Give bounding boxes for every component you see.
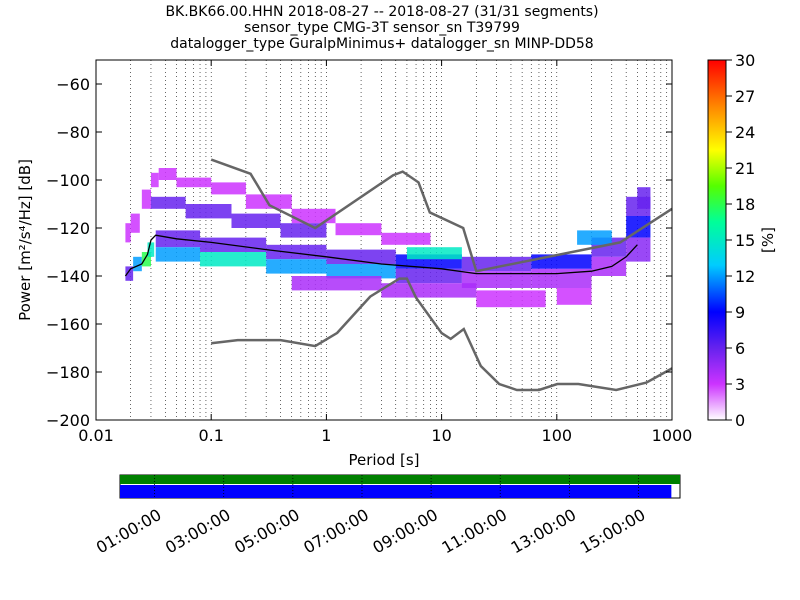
psd-cell	[406, 247, 462, 260]
y-tick-label: −200	[46, 411, 90, 430]
x-tick-label: 0.1	[198, 426, 223, 445]
title-line-3: datalogger_type GuralpMinimus+ datalogge…	[170, 36, 593, 52]
psd-cell	[326, 264, 396, 279]
plot-area: 0.01 0.1 1 10 100 1000 −60 −80 −100 −120 −140 −160…	[46, 59, 692, 445]
psd-cell	[125, 223, 131, 243]
psd-cell	[185, 204, 232, 219]
y-tick-label: −120	[46, 219, 90, 238]
title-line-1: BK.BK66.00.HHN 2018-08-27 -- 2018-08-27 …	[165, 4, 598, 20]
mode-line	[124, 234, 638, 277]
colorbar-tick-label: 9	[735, 303, 745, 322]
timeline-bar-top	[120, 475, 680, 484]
colorbar: 0 3 6 9 12 15 18 21 24 27 30 [%]	[707, 51, 777, 430]
psd-cell	[133, 256, 142, 272]
colorbar-ticks: 0 3 6 9 12 15 18 21 24 27 30	[726, 51, 755, 430]
colorbar-label: [%]	[759, 227, 777, 253]
colorbar-tick-label: 27	[735, 87, 755, 106]
colorbar-tick-label: 3	[735, 375, 745, 394]
colorbar-tick-label: 6	[735, 339, 745, 358]
x-tick-label: 1000	[652, 426, 693, 445]
y-tick-label: −140	[46, 267, 90, 286]
psd-cell	[125, 266, 134, 281]
psd-cell	[637, 187, 651, 209]
colorbar-tick-label: 0	[735, 411, 745, 430]
colorbar-tick-label: 12	[735, 267, 755, 286]
psd-cell	[476, 290, 546, 308]
psd-cell	[626, 216, 651, 238]
timeline-tick-label: 11:00:00	[439, 505, 511, 557]
psd-cell	[381, 283, 477, 298]
x-tick-label: 1	[321, 426, 331, 445]
noise-model-nhnm	[210, 158, 673, 273]
title-line-2: sensor_type CMG-3T sensor_sn T39799	[244, 20, 520, 36]
psd-cell	[626, 237, 651, 262]
psd-cell	[141, 252, 151, 267]
x-tick-label: 0.01	[78, 426, 114, 445]
chart-title: BK.BK66.00.HHN 2018-08-27 -- 2018-08-27 …	[165, 4, 598, 52]
timeline-tick-label: 15:00:00	[577, 505, 649, 557]
psd-cell	[461, 256, 532, 272]
x-tick-label: 10	[431, 426, 451, 445]
coverage-timeline: 01:00:0003:00:0005:00:0007:00:0009:00:00…	[93, 474, 681, 557]
timeline-tick-label: 09:00:00	[369, 505, 441, 557]
y-axis-ticks: −60 −80 −100 −120 −140 −160 −180 −200	[46, 75, 672, 430]
psd-cell	[150, 172, 159, 188]
y-tick-label: −180	[46, 363, 90, 382]
y-tick-label: −160	[46, 315, 90, 334]
colorbar-tick-label: 18	[735, 195, 755, 214]
psd-cell	[231, 213, 281, 228]
y-tick-label: −100	[46, 171, 90, 190]
timeline-bars	[120, 475, 680, 498]
psd-cell	[381, 232, 431, 245]
colorbar-gradient	[707, 59, 727, 421]
noise-model-nlnm	[211, 277, 673, 392]
psd-cell	[591, 256, 627, 276]
psd-cell	[461, 271, 532, 288]
timeline-tick-label: 13:00:00	[508, 505, 580, 557]
y-axis-label: Power [m²/s⁴/Hz] [dB]	[16, 159, 34, 321]
psd-cell	[291, 208, 336, 224]
psd-cell	[130, 213, 140, 233]
psd-cell	[556, 288, 592, 305]
noise-model-lines	[124, 158, 673, 392]
psd-cell	[150, 196, 186, 209]
psd-cell	[200, 252, 267, 267]
psd-cell	[266, 259, 327, 274]
psd-cell	[577, 230, 612, 245]
psd-cell	[155, 247, 201, 262]
x-axis-label: Period [s]	[348, 451, 419, 469]
psd-cell	[291, 276, 382, 291]
psd-cell	[335, 223, 382, 236]
plot-frame	[95, 59, 673, 421]
psd-cell	[326, 249, 396, 264]
timeline-tick-label: 05:00:00	[231, 505, 303, 557]
psd-cell	[211, 182, 246, 195]
psd-cell	[245, 194, 292, 209]
psd-cell	[141, 189, 151, 209]
y-tick-label: −80	[56, 123, 90, 142]
x-tick-label: 100	[542, 426, 573, 445]
psd-cell	[176, 177, 212, 188]
colorbar-tick-label: 24	[735, 123, 755, 142]
colorbar-tick-label: 15	[735, 231, 755, 250]
colorbar-tick-label: 30	[735, 51, 755, 70]
psd-cell	[266, 244, 327, 260]
psd-cell	[395, 268, 462, 284]
timeline-tick-label: 01:00:00	[93, 505, 165, 557]
psd-cell	[531, 254, 592, 269]
timeline-tick-label: 03:00:00	[162, 505, 234, 557]
colorbar-label-text: [%]	[759, 227, 777, 253]
x-axis-ticks: 0.01 0.1 1 10 100 1000	[78, 60, 692, 445]
y-tick-label: −60	[56, 75, 90, 94]
y-axis-label-text: Power [m²/s⁴/Hz] [dB]	[16, 159, 34, 321]
colorbar-tick-label: 21	[735, 159, 755, 178]
psd-cell	[158, 168, 177, 180]
timeline-tick-label: 07:00:00	[300, 505, 372, 557]
psd-cell	[147, 242, 155, 257]
timeline-bar-bottom	[120, 485, 672, 498]
